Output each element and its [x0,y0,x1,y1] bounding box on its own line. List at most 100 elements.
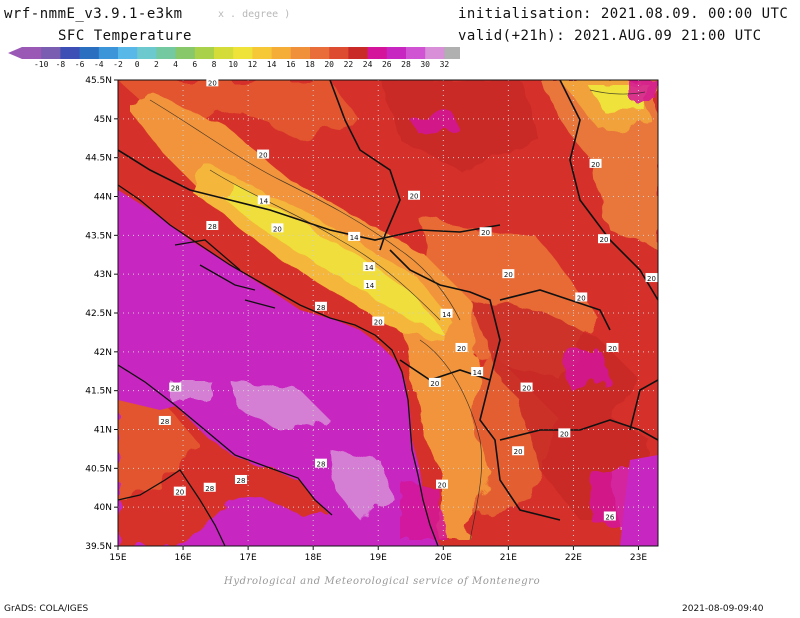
contour-label: 14 [471,367,484,377]
contour-label: 28 [203,482,216,493]
lon-tick-label: 20E [435,553,452,563]
colorbar-tick-label: 32 [439,60,450,69]
temperature-field [118,80,658,546]
svg-text:20: 20 [438,482,447,490]
svg-text:20: 20 [522,385,531,393]
lon-tick-label: 22E [565,553,582,563]
colorbar-tick-label: 0 [134,60,140,69]
svg-text:28: 28 [317,304,326,312]
contour-label: 20 [479,227,492,237]
contour-label: 14 [363,262,376,272]
contour-label: 20 [575,292,588,302]
contour-label: 20 [257,149,270,160]
colorbar-swatch [233,47,253,59]
lon-tick-label: 23E [630,553,647,563]
colorbar-swatch [41,47,61,59]
svg-text:20: 20 [591,161,600,169]
units-note: x . degree ) [218,9,291,20]
svg-text:20: 20 [175,489,184,497]
colorbar-tick-label: 24 [362,60,373,69]
colorbar-swatch [444,47,460,59]
contour-label: 20 [271,223,284,233]
contour-label: 14 [440,308,453,319]
contour-label: 28 [169,382,182,393]
colorbar-swatch [175,47,196,59]
colorbar-swatch [156,47,177,59]
svg-text:28: 28 [205,485,214,493]
contour-label: 20 [520,382,533,393]
lon-tick-label: 17E [240,553,257,563]
colorbar [8,47,460,59]
lat-tick-label: 44N [94,193,112,203]
svg-text:20: 20 [514,448,523,456]
lon-tick-label: 18E [305,553,322,563]
contour-label: 28 [158,415,171,426]
contour-label: 28 [206,221,219,231]
svg-text:14: 14 [259,197,268,205]
colorbar-swatch [22,47,42,59]
colorbar-swatch [98,47,119,59]
colorbar-swatch [310,47,330,59]
svg-text:14: 14 [473,369,482,377]
lon-tick-label: 19E [370,553,387,563]
colorbar-swatch [137,47,157,59]
svg-text:26: 26 [605,513,614,521]
lat-tick-label: 45N [94,115,112,125]
svg-text:20: 20 [374,319,383,327]
contour-label: 14 [348,231,361,242]
contour-label: 26 [603,511,616,521]
svg-text:20: 20 [259,152,268,160]
credit-line: Hydrological and Meteorological service … [224,576,541,587]
svg-text:14: 14 [350,234,359,242]
svg-text:28: 28 [160,418,169,426]
colorbar-tick-label: 18 [305,60,315,69]
init-time: initialisation: 2021.08.09. 00:00 UTC [458,6,789,22]
contour-label: 20 [408,190,421,201]
colorbar-tick-label: 22 [343,60,354,69]
svg-text:14: 14 [365,264,374,272]
colorbar-swatch [79,47,100,59]
contour-label: 20 [372,316,385,327]
lat-tick-label: 40.5N [85,464,112,474]
colorbar-tick-label: -6 [74,60,85,69]
contour-label: 20 [645,273,658,283]
svg-text:20: 20 [560,430,569,438]
contour-label: 20 [428,377,441,388]
colorbar-tick-label: 10 [228,60,238,69]
colorbar-tick-label: -2 [113,60,123,69]
svg-text:20: 20 [647,275,656,283]
colorbar-swatch [60,47,81,59]
lat-tick-label: 39.5N [85,542,112,552]
colorbar-swatch [329,47,349,59]
valid-time: valid(+21h): 2021.AUG.09 21:00 UTC [458,28,762,44]
colorbar-tick-label: -10 [33,60,49,69]
contour-label: 20 [512,446,525,456]
colorbar-tick-label: 30 [420,60,430,69]
contour-label: 20 [173,486,186,497]
contour-label: 20 [206,77,219,87]
contour-label: 14 [257,195,270,205]
colorbar-swatch [214,47,234,59]
lat-tick-label: 45.5N [85,76,112,86]
footer-timestamp: 2021-08-09-09:40 [682,604,764,614]
lat-tick-label: 43N [94,270,112,280]
colorbar-swatch [406,47,426,59]
svg-text:20: 20 [273,225,282,233]
contour-label: 14 [363,280,376,290]
model-name: wrf-nmmE_v3.9.1-e3km [4,6,183,22]
lat-tick-label: 44.5N [85,154,112,164]
colorbar-swatch [290,47,311,59]
colorbar-swatch [367,47,388,59]
footer-software: GrADS: COLA/IGES [4,604,89,614]
colorbar-tick-label: 8 [211,60,217,69]
colorbar-swatch [386,47,407,59]
contour-label: 20 [589,158,602,169]
svg-text:20: 20 [504,271,513,279]
colorbar-swatch [425,47,445,59]
contour-label: 20 [606,342,619,353]
svg-text:20: 20 [600,236,609,244]
colorbar-tick-label: 20 [324,60,334,69]
lat-tick-label: 42N [94,348,112,358]
colorbar-labels: -10 -8 -6 -4 -2 0 2 4 6 8 10 12 14 16 18 20 22 24 26 28 30 32 [0,60,460,72]
